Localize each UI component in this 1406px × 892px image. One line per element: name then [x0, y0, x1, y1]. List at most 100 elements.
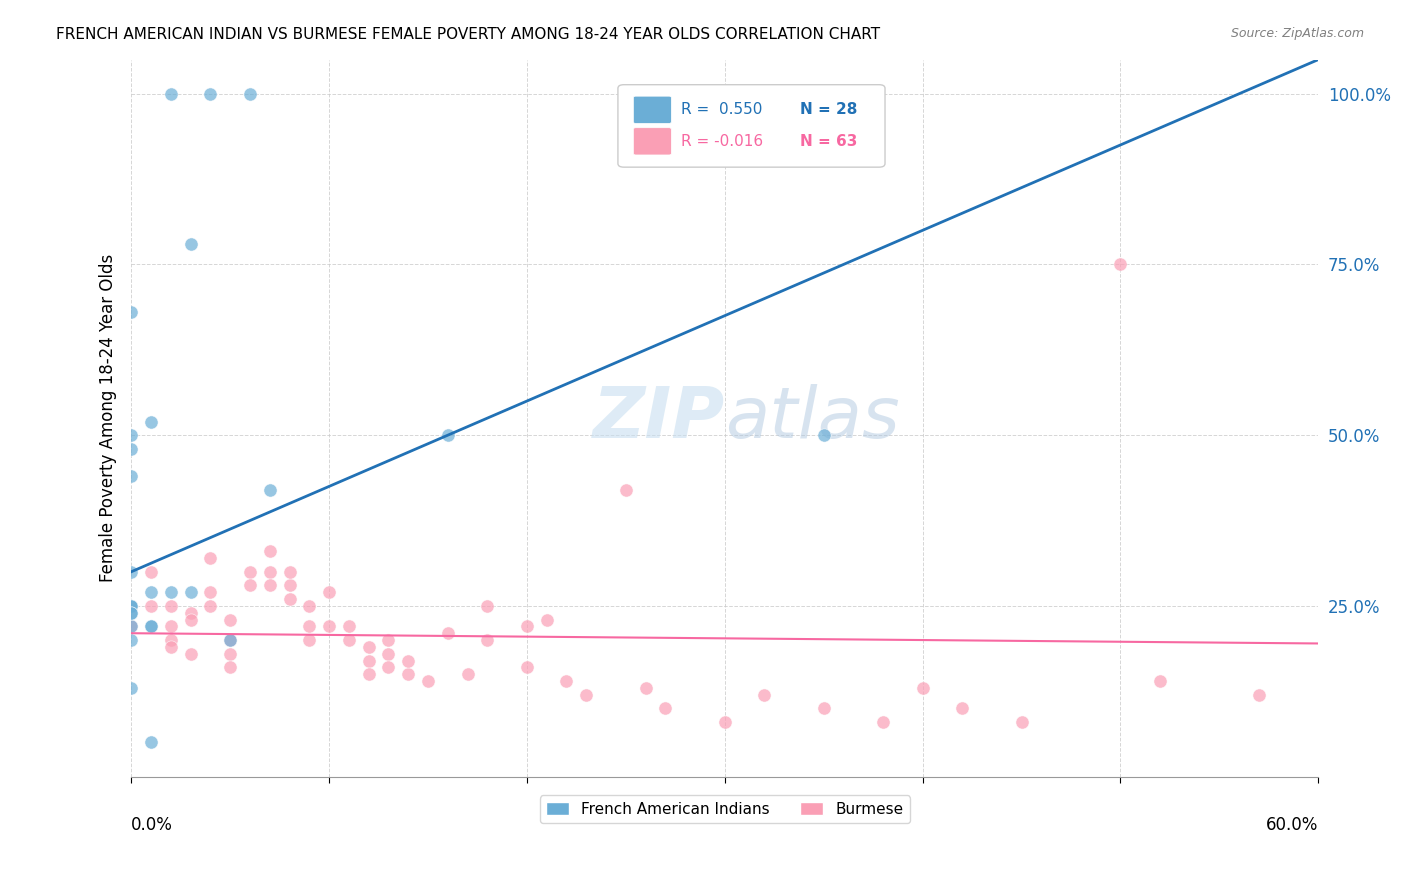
Point [239, 87, 262, 101]
Point [754, 688, 776, 702]
Point [120, 469, 142, 483]
Point [357, 667, 380, 681]
Point [120, 606, 142, 620]
Point [357, 640, 380, 654]
Text: R =  0.550: R = 0.550 [681, 103, 762, 117]
Point [1011, 714, 1033, 729]
Point [180, 606, 202, 620]
Point [713, 714, 735, 729]
Point [139, 585, 162, 599]
Point [120, 565, 142, 579]
Point [436, 626, 458, 640]
Point [159, 87, 181, 101]
Point [872, 714, 894, 729]
Point [298, 619, 321, 633]
Point [950, 701, 973, 715]
Point [159, 599, 181, 613]
Point [120, 633, 142, 648]
Legend: French American Indians, Burmese: French American Indians, Burmese [540, 796, 910, 822]
Text: R = -0.016: R = -0.016 [681, 134, 763, 149]
Point [1149, 673, 1171, 688]
Point [436, 428, 458, 442]
Point [259, 565, 281, 579]
Point [377, 633, 399, 648]
Point [159, 640, 181, 654]
Point [813, 428, 835, 442]
FancyBboxPatch shape [633, 128, 671, 155]
Point [120, 599, 142, 613]
Point [219, 647, 242, 661]
Point [654, 701, 676, 715]
Point [318, 619, 340, 633]
Text: N = 63: N = 63 [800, 134, 856, 149]
Point [120, 619, 142, 633]
Point [396, 654, 419, 668]
Point [278, 565, 301, 579]
Point [259, 483, 281, 497]
Point [259, 578, 281, 592]
Point [239, 565, 262, 579]
Point [159, 585, 181, 599]
Point [120, 305, 142, 319]
Point [139, 619, 162, 633]
Text: ZIP: ZIP [592, 384, 724, 452]
Point [180, 647, 202, 661]
Text: N = 28: N = 28 [800, 103, 856, 117]
Point [516, 619, 538, 633]
Point [200, 599, 222, 613]
Text: 0.0%: 0.0% [131, 816, 173, 834]
Point [180, 585, 202, 599]
Point [555, 673, 578, 688]
Point [139, 415, 162, 429]
Point [298, 633, 321, 648]
Point [219, 660, 242, 674]
Point [634, 681, 657, 695]
Point [477, 633, 499, 648]
Point [516, 660, 538, 674]
Point [337, 633, 360, 648]
Point [377, 647, 399, 661]
Point [159, 633, 181, 648]
Point [219, 633, 242, 648]
Point [159, 619, 181, 633]
Point [396, 667, 419, 681]
Point [180, 237, 202, 252]
FancyBboxPatch shape [633, 96, 671, 123]
Point [575, 688, 598, 702]
Point [259, 544, 281, 558]
Point [278, 592, 301, 607]
Point [120, 681, 142, 695]
Point [239, 578, 262, 592]
Point [911, 681, 934, 695]
Point [416, 673, 439, 688]
Point [457, 667, 479, 681]
Text: FRENCH AMERICAN INDIAN VS BURMESE FEMALE POVERTY AMONG 18-24 YEAR OLDS CORRELATI: FRENCH AMERICAN INDIAN VS BURMESE FEMALE… [56, 27, 880, 42]
Point [377, 660, 399, 674]
Text: Source: ZipAtlas.com: Source: ZipAtlas.com [1230, 27, 1364, 40]
Point [200, 87, 222, 101]
Y-axis label: Female Poverty Among 18-24 Year Olds: Female Poverty Among 18-24 Year Olds [100, 254, 117, 582]
Point [139, 735, 162, 749]
Point [298, 599, 321, 613]
Point [219, 613, 242, 627]
Point [219, 633, 242, 648]
Point [120, 606, 142, 620]
Text: 60.0%: 60.0% [1265, 816, 1319, 834]
Point [1247, 688, 1270, 702]
Point [120, 599, 142, 613]
Point [200, 551, 222, 566]
Point [139, 619, 162, 633]
Point [120, 442, 142, 456]
Point [120, 428, 142, 442]
FancyBboxPatch shape [617, 85, 884, 167]
Point [318, 585, 340, 599]
Point [337, 619, 360, 633]
Point [120, 599, 142, 613]
Point [813, 701, 835, 715]
Point [139, 599, 162, 613]
Point [278, 578, 301, 592]
Point [536, 613, 558, 627]
Point [477, 599, 499, 613]
Point [357, 654, 380, 668]
Text: atlas: atlas [724, 384, 900, 452]
